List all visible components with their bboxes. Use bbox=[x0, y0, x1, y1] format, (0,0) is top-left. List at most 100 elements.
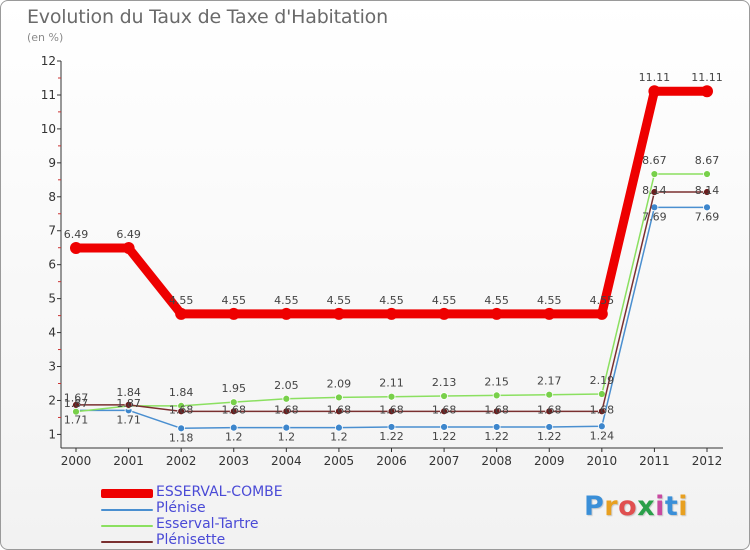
proxiti-logo-letter: r bbox=[604, 491, 619, 522]
point-esserval-tartre-2004 bbox=[282, 394, 291, 403]
point-esserval-combe-2009 bbox=[543, 307, 556, 320]
point-esserval-combe-2000 bbox=[70, 242, 82, 255]
data-label-esserval-combe-2008: 4.55 bbox=[484, 294, 509, 307]
y-tick-label-7: 7 bbox=[48, 224, 56, 238]
data-label-esserval-tartre-2006: 2.11 bbox=[379, 377, 404, 390]
legend-label-esserval-combe: ESSERVAL-COMBE bbox=[156, 484, 283, 500]
data-label-plenisette-2003: 1.68 bbox=[222, 403, 247, 416]
point-esserval-combe-2006 bbox=[385, 307, 398, 320]
point-plenise-2006 bbox=[387, 423, 396, 431]
series-line-esserval-combe bbox=[71, 86, 712, 319]
x-tick-label-2009: 2009 bbox=[534, 454, 565, 468]
point-esserval-combe-2011 bbox=[648, 85, 661, 98]
point-plenisette-2008 bbox=[492, 407, 501, 416]
legend-swatch-esserval-tartre bbox=[101, 525, 153, 527]
data-label-esserval-combe-2005: 4.55 bbox=[327, 294, 352, 307]
data-label-esserval-combe-2000: 6.49 bbox=[64, 228, 89, 241]
point-esserval-combe-2010 bbox=[595, 307, 608, 320]
point-esserval-tartre-2009 bbox=[545, 390, 554, 399]
data-label-plenise-2008: 1.22 bbox=[484, 430, 509, 443]
data-label-plenise-2000: 1.71 bbox=[64, 413, 89, 426]
proxiti-logo-letter: o bbox=[618, 491, 638, 522]
x-tick-label-2007: 2007 bbox=[429, 454, 460, 468]
x-tick-label-2012: 2012 bbox=[692, 454, 723, 468]
data-label-plenise-2012: 7.69 bbox=[695, 210, 720, 223]
data-label-plenisette-2007: 1.68 bbox=[432, 403, 457, 416]
data-label-plenise-2004: 1.2 bbox=[278, 431, 296, 444]
point-plenisette-2011 bbox=[650, 188, 659, 196]
y-tick-label-1: 1 bbox=[48, 427, 56, 441]
point-plenisette-2009 bbox=[545, 407, 554, 416]
point-plenisette-2005 bbox=[335, 407, 343, 416]
data-label-esserval-tartre-2001: 1.84 bbox=[116, 386, 141, 399]
y-tick-label-12: 12 bbox=[41, 54, 56, 68]
chart-subtitle: (en %) bbox=[27, 31, 64, 44]
data-label-plenise-2005: 1.2 bbox=[330, 431, 348, 444]
proxiti-logo-letter: P bbox=[584, 491, 605, 522]
data-label-plenisette-2000: 1.87 bbox=[64, 397, 89, 410]
point-plenisette-2007 bbox=[440, 407, 448, 416]
point-plenise-2012 bbox=[703, 203, 711, 212]
point-esserval-tartre-2011 bbox=[650, 170, 659, 178]
point-plenise-2010 bbox=[597, 422, 606, 431]
data-label-esserval-tartre-2005: 2.09 bbox=[327, 377, 352, 390]
y-tick-label-4: 4 bbox=[48, 326, 56, 340]
x-tick-label-2003: 2003 bbox=[218, 454, 249, 468]
y-tick-label-11: 11 bbox=[41, 88, 56, 102]
proxiti-logo-letter: t bbox=[664, 491, 679, 522]
data-label-plenise-2011: 7.69 bbox=[642, 210, 667, 223]
data-label-esserval-tartre-2000: 1.67 bbox=[64, 392, 89, 405]
point-esserval-combe-2012 bbox=[701, 85, 713, 98]
data-label-plenisette-2008: 1.68 bbox=[484, 403, 509, 416]
legend-label-plenisette: Plénisette bbox=[156, 532, 226, 548]
point-esserval-combe-2007 bbox=[438, 307, 451, 320]
point-plenisette-2002 bbox=[177, 407, 186, 416]
data-label-esserval-combe-2012: 11.11 bbox=[691, 71, 723, 84]
data-label-plenisette-2004: 1.68 bbox=[274, 403, 299, 416]
x-tick-label-2006: 2006 bbox=[376, 454, 407, 468]
data-label-plenisette-2009: 1.68 bbox=[537, 403, 562, 416]
y-tick-label-3: 3 bbox=[48, 360, 56, 374]
point-esserval-combe-2002 bbox=[175, 307, 188, 320]
point-plenisette-2003 bbox=[229, 407, 238, 416]
data-label-esserval-tartre-2009: 2.17 bbox=[537, 375, 562, 388]
legend-swatch-plenise bbox=[101, 509, 153, 511]
data-label-plenise-2002: 1.18 bbox=[169, 431, 194, 444]
x-tick-label-2011: 2011 bbox=[639, 454, 670, 468]
point-esserval-combe-2003 bbox=[227, 307, 240, 320]
point-esserval-combe-2008 bbox=[490, 307, 503, 320]
data-label-esserval-combe-2001: 6.49 bbox=[116, 228, 141, 241]
legend-label-esserval-tartre: Esserval-Tartre bbox=[156, 516, 259, 532]
legend-swatch-esserval-combe bbox=[101, 489, 153, 498]
data-label-plenisette-2012: 8.14 bbox=[695, 184, 720, 197]
data-label-esserval-tartre-2002: 1.84 bbox=[169, 386, 194, 399]
data-label-plenisette-2006: 1.68 bbox=[379, 403, 404, 416]
point-plenise-2003 bbox=[229, 423, 238, 432]
point-esserval-combe-2004 bbox=[280, 307, 293, 320]
x-tick-label-2000: 2000 bbox=[61, 454, 92, 468]
y-tick-label-9: 9 bbox=[48, 156, 56, 170]
chart-title: Evolution du Taux de Taxe d'Habitation bbox=[27, 6, 388, 28]
data-label-plenisette-2002: 1.68 bbox=[169, 403, 194, 416]
point-esserval-combe-2005 bbox=[332, 307, 345, 320]
point-plenise-2008 bbox=[492, 423, 501, 431]
point-esserval-tartre-2008 bbox=[492, 391, 501, 400]
point-plenisette-2010 bbox=[597, 407, 606, 416]
x-tick-label-2004: 2004 bbox=[271, 454, 302, 468]
data-label-esserval-tartre-2012: 8.67 bbox=[695, 154, 720, 167]
data-label-esserval-combe-2007: 4.55 bbox=[432, 294, 457, 307]
point-plenise-2002 bbox=[177, 424, 186, 433]
point-esserval-tartre-2006 bbox=[387, 392, 396, 401]
data-label-plenise-2003: 1.2 bbox=[225, 431, 243, 444]
x-tick-label-2002: 2002 bbox=[166, 454, 197, 468]
x-tick-label-2001: 2001 bbox=[113, 454, 144, 468]
proxiti-logo-letter: i bbox=[678, 491, 689, 522]
point-esserval-tartre-2003 bbox=[229, 398, 238, 407]
data-label-esserval-combe-2011: 11.11 bbox=[639, 71, 671, 84]
point-plenisette-2012 bbox=[703, 188, 711, 196]
y-tick-label-2: 2 bbox=[48, 393, 56, 407]
data-label-plenise-2010: 1.24 bbox=[590, 429, 615, 442]
data-label-esserval-combe-2010: 4.55 bbox=[590, 294, 615, 307]
data-label-plenise-2006: 1.22 bbox=[379, 430, 404, 443]
data-label-esserval-tartre-2003: 1.95 bbox=[222, 382, 247, 395]
